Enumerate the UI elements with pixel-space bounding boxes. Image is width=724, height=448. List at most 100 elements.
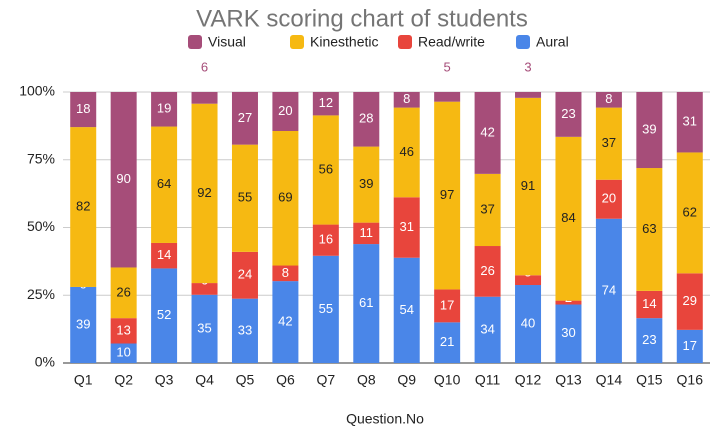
bar-segment	[70, 286, 97, 363]
data-label: 74	[602, 282, 616, 297]
y-tick-label: 50%	[27, 218, 55, 234]
data-label: 29	[683, 293, 697, 308]
bar-segment	[191, 283, 218, 295]
data-label: 20	[602, 191, 616, 206]
bar-segment	[151, 126, 178, 243]
data-label: 69	[278, 190, 292, 205]
bar-segment	[474, 173, 501, 247]
bar-segment	[272, 92, 299, 131]
bar-segment	[434, 101, 461, 290]
data-label: 90	[116, 171, 130, 186]
data-label: 28	[359, 111, 373, 126]
data-label: 55	[319, 301, 333, 316]
data-label: 10	[116, 345, 130, 360]
bar-segment	[555, 92, 582, 137]
bar-segment	[676, 152, 703, 274]
y-tick-label: 0%	[35, 354, 55, 370]
bar-segment	[474, 296, 501, 363]
data-label: 37	[602, 135, 616, 150]
bar-segment	[636, 168, 663, 291]
data-label: 61	[359, 295, 373, 310]
data-label: 11	[360, 225, 374, 240]
bar-segment	[231, 144, 258, 252]
y-tick-label: 100%	[19, 83, 55, 99]
x-tick-label: Q14	[596, 372, 623, 388]
data-label: 54	[399, 302, 413, 317]
data-label: 34	[480, 321, 494, 336]
data-label: 18	[76, 101, 90, 116]
data-label: 26	[480, 263, 494, 278]
x-tick-label: Q9	[397, 372, 416, 388]
data-label: 5	[444, 59, 451, 74]
bar-segment	[515, 285, 542, 363]
data-label: 26	[116, 284, 130, 299]
bar-segment	[353, 92, 380, 147]
bar-segment	[110, 318, 137, 344]
bar-segment	[151, 242, 178, 269]
bar-segment	[515, 92, 542, 98]
data-label: 62	[683, 204, 697, 219]
data-label: 55	[238, 190, 252, 205]
x-tick-label: Q2	[114, 372, 133, 388]
bar-segment	[474, 92, 501, 174]
data-label: 42	[278, 313, 292, 328]
x-tick-label: Q8	[357, 372, 376, 388]
bar-segment	[312, 115, 339, 225]
x-axis-label: Question.No	[346, 411, 424, 427]
data-label: 92	[197, 185, 211, 200]
bar-segment	[272, 265, 299, 282]
data-label: 31	[683, 114, 697, 129]
bar-segment	[434, 322, 461, 363]
x-tick-label: Q10	[434, 372, 461, 388]
bar-segment	[151, 92, 178, 127]
bar-segment	[393, 92, 420, 108]
bar-segment	[312, 92, 339, 116]
bar-segment	[636, 290, 663, 319]
data-label: 97	[440, 187, 454, 202]
data-label: 46	[399, 144, 413, 159]
data-label: 14	[157, 247, 171, 262]
data-label: 82	[76, 198, 90, 213]
bar-segment	[110, 267, 137, 319]
legend-swatch	[188, 35, 202, 49]
data-label: 8	[403, 91, 410, 106]
data-label: 56	[319, 161, 333, 176]
bar-segment	[353, 222, 380, 245]
bar-segment	[393, 257, 420, 363]
legend-swatch	[398, 35, 412, 49]
y-tick-label: 75%	[27, 150, 55, 166]
x-tick-label: Q16	[677, 372, 704, 388]
data-label: 14	[642, 296, 656, 311]
data-label: 13	[116, 322, 130, 337]
legend-label: Aural	[536, 34, 569, 50]
data-label: 21	[440, 334, 454, 349]
bar-segment	[434, 92, 461, 102]
bar-segment	[151, 268, 178, 363]
data-label: 8	[282, 265, 289, 280]
x-tick-label: Q13	[555, 372, 582, 388]
x-tick-label: Q1	[74, 372, 93, 388]
data-label: 35	[197, 320, 211, 335]
bar-segment	[110, 343, 137, 363]
bar-segment	[555, 300, 582, 305]
bar-segment	[393, 107, 420, 198]
data-label: 23	[561, 106, 575, 121]
bar-segment	[312, 255, 339, 363]
data-label: 91	[521, 178, 535, 193]
bar-segment	[231, 298, 258, 363]
data-label: 19	[157, 101, 171, 116]
bar-segment	[231, 92, 258, 145]
x-tick-label: Q6	[276, 372, 295, 388]
bar-segment	[636, 318, 663, 363]
x-tick-label: Q3	[155, 372, 174, 388]
data-label: 63	[642, 221, 656, 236]
data-label: 39	[76, 316, 90, 331]
bar-segment	[676, 92, 703, 153]
x-tick-label: Q11	[475, 372, 501, 388]
bar-segment	[353, 146, 380, 223]
bar-segment	[393, 197, 420, 258]
bar-segment	[70, 92, 97, 128]
bar-segment	[676, 273, 703, 330]
bar-segment	[434, 289, 461, 323]
